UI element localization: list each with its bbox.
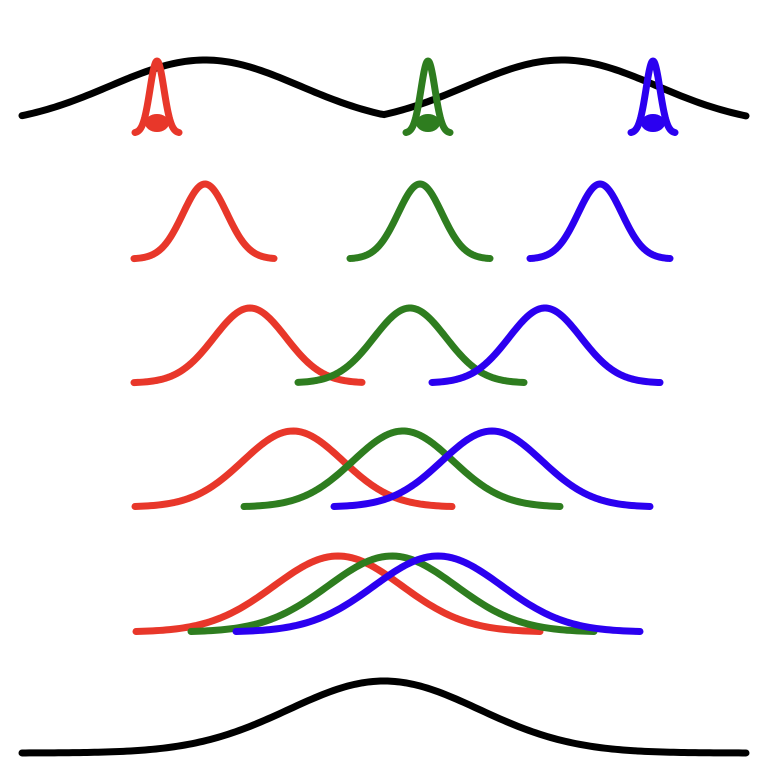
green-narrow-dot bbox=[416, 114, 440, 132]
red-peak-row-4 bbox=[131, 427, 456, 511]
blue-peak-row-3 bbox=[428, 304, 664, 387]
broad-sum-peak bbox=[18, 677, 750, 757]
red-peak-row-2 bbox=[130, 180, 278, 263]
wave-curve bbox=[18, 56, 750, 120]
green-peak-row-2 bbox=[346, 180, 494, 263]
blue-peak-row-2 bbox=[526, 180, 674, 263]
green-peak-row-4 bbox=[240, 427, 564, 511]
red-peak-row-5 bbox=[132, 552, 544, 635]
blue-peak-row-5 bbox=[232, 552, 644, 635]
blue-peak-row-4 bbox=[330, 427, 654, 510]
red-narrow-dot bbox=[145, 114, 169, 132]
blue-narrow-peak bbox=[627, 57, 679, 136]
red-peak-row-3 bbox=[130, 304, 366, 387]
green-peak-row-5 bbox=[187, 552, 598, 635]
green-peak-row-3 bbox=[294, 304, 528, 386]
blue-narrow-dot bbox=[641, 114, 665, 132]
red-narrow-peak bbox=[131, 57, 183, 136]
green-narrow-peak bbox=[402, 57, 454, 136]
